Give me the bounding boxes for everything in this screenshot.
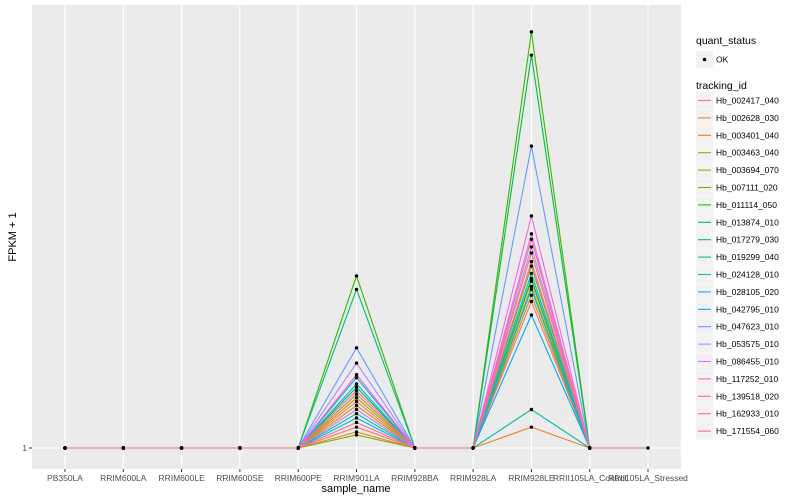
data-point (646, 446, 650, 450)
data-point (63, 446, 67, 450)
data-point (354, 407, 359, 412)
legend-series-label: Hb_042795_010 (716, 304, 779, 314)
data-point (354, 389, 359, 393)
x-tick-label: RRII105LA_Stressed (608, 473, 688, 483)
data-point (354, 403, 359, 408)
data-point (529, 237, 534, 241)
data-point (413, 446, 417, 450)
data-point (529, 287, 534, 292)
data-point (529, 232, 534, 236)
data-point (354, 396, 359, 400)
legend-series-label: Hb_028105_020 (716, 287, 779, 297)
data-point (529, 299, 534, 304)
x-axis: PB350LA RRIM600LA RRIM600LE RRIM600SE RRIM60… (47, 469, 688, 483)
data-point (354, 382, 359, 386)
legend-series-label: Hb_013874_010 (716, 217, 779, 227)
data-point (529, 259, 534, 264)
legend-series-label: Hb_003463_040 (716, 148, 779, 158)
x-tick-label: RRIM600LE (158, 473, 205, 483)
data-point (529, 284, 534, 289)
data-point (529, 245, 534, 249)
data-point (588, 446, 592, 450)
legend-series-label: Hb_024128_010 (716, 270, 779, 280)
data-point (529, 407, 534, 412)
x-tick-label: PB350LA (47, 473, 83, 483)
x-tick-label: RRIM901LA (333, 473, 380, 483)
data-point (529, 271, 534, 276)
data-point (238, 446, 242, 450)
legend-quant-label: OK (716, 55, 729, 65)
data-point (121, 446, 126, 450)
legend-series-label: Hb_162933_010 (716, 409, 779, 419)
data-point (354, 411, 359, 416)
data-point (529, 293, 534, 297)
x-tick-label: RRII105LA_Control (553, 473, 627, 483)
grid (32, 5, 681, 469)
data-point (354, 425, 359, 429)
legend-quant-title: quant_status (696, 35, 756, 47)
y-axis: 1 (22, 443, 32, 453)
x-tick-label: RRIM600LA (100, 473, 147, 483)
data-point (529, 313, 534, 317)
legend-series-label: Hb_117252_010 (716, 374, 779, 384)
legend-series-label: Hb_007111_020 (716, 183, 778, 193)
data-points (63, 30, 650, 450)
x-tick-label: RRIM600SE (216, 473, 264, 483)
legend-series-label: Hb_017279_030 (716, 235, 779, 245)
legend-series-label: Hb_171554_060 (716, 426, 779, 436)
data-point (529, 276, 534, 281)
legend-series-label: Hb_139518_020 (716, 391, 779, 401)
data-point (354, 430, 359, 434)
data-point (354, 287, 359, 292)
data-point (529, 144, 534, 148)
y-tick-label: 1 (22, 443, 27, 453)
data-point (529, 214, 534, 218)
data-point (179, 446, 184, 450)
data-point (529, 30, 534, 34)
legend-series-label: Hb_011114_050 (716, 200, 777, 210)
y-axis-title: FPKM + 1 (7, 212, 19, 261)
data-point (354, 392, 359, 396)
legend-series-label: Hb_002417_040 (716, 96, 779, 106)
legend-series-label: Hb_003401_040 (716, 130, 779, 140)
data-point (354, 274, 359, 278)
x-tick-label: RRIM600PE (275, 473, 323, 483)
data-point (354, 385, 359, 389)
x-tick-label: RRIM928LE (508, 473, 555, 483)
data-point (354, 346, 359, 350)
legend-tracking-title: tracking_id (696, 80, 747, 92)
data-point (354, 361, 359, 365)
legend-series-label: Hb_053575_010 (716, 339, 779, 349)
data-point (529, 279, 534, 283)
legend-series-label: Hb_047623_010 (716, 322, 779, 332)
data-point (529, 53, 534, 57)
data-point (529, 264, 534, 268)
legend-point-icon (702, 57, 707, 62)
series-lines (65, 31, 648, 449)
x-tick-label: RRIM928BA (391, 473, 439, 483)
legend-series-label: Hb_003694_070 (716, 165, 779, 175)
legend-series-label: Hb_002628_030 (716, 113, 779, 123)
data-point (354, 375, 359, 380)
data-point (529, 425, 534, 429)
data-point (354, 420, 359, 425)
data-point (471, 446, 475, 450)
data-point (354, 416, 359, 420)
data-point (354, 433, 359, 437)
legend-series-label: Hb_019299_040 (716, 252, 779, 262)
data-point (354, 399, 359, 404)
data-point (354, 372, 359, 377)
legend-series-label: Hb_086455_010 (716, 357, 779, 367)
data-point (296, 446, 300, 450)
data-point (529, 251, 534, 255)
x-tick-label: RRIM928LA (450, 473, 497, 483)
legend: quant_status OK tracking_id Hb_002417_040 Hb… (696, 35, 779, 440)
x-axis-title: sample_name (321, 483, 390, 495)
